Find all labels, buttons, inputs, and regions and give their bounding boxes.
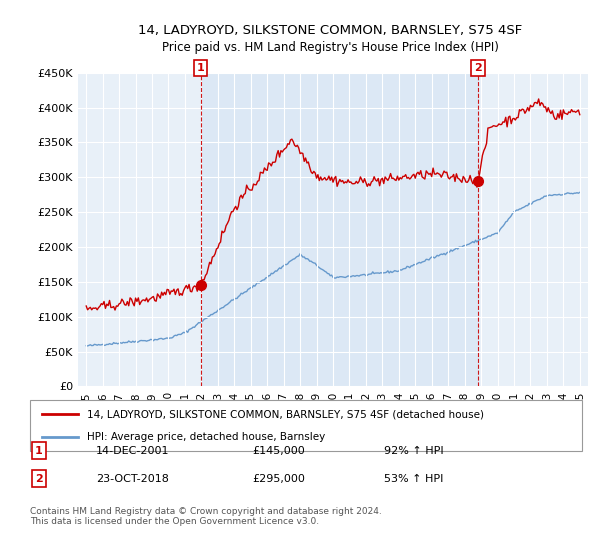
Text: Price paid vs. HM Land Registry's House Price Index (HPI): Price paid vs. HM Land Registry's House … [161, 41, 499, 54]
Text: 92% ↑ HPI: 92% ↑ HPI [384, 446, 443, 456]
Text: 14-DEC-2001: 14-DEC-2001 [96, 446, 170, 456]
Text: 2: 2 [35, 474, 43, 484]
Text: HPI: Average price, detached house, Barnsley: HPI: Average price, detached house, Barn… [87, 432, 325, 442]
Text: 53% ↑ HPI: 53% ↑ HPI [384, 474, 443, 484]
Text: 1: 1 [35, 446, 43, 456]
Text: 14, LADYROYD, SILKSTONE COMMON, BARNSLEY, S75 4SF (detached house): 14, LADYROYD, SILKSTONE COMMON, BARNSLEY… [87, 409, 484, 419]
Text: £295,000: £295,000 [252, 474, 305, 484]
Text: Contains HM Land Registry data © Crown copyright and database right 2024.
This d: Contains HM Land Registry data © Crown c… [30, 507, 382, 526]
Text: 14, LADYROYD, SILKSTONE COMMON, BARNSLEY, S75 4SF: 14, LADYROYD, SILKSTONE COMMON, BARNSLEY… [138, 24, 522, 38]
Bar [201, 73, 478, 386]
Text: 2: 2 [474, 63, 482, 73]
Text: 23-OCT-2018: 23-OCT-2018 [96, 474, 169, 484]
Text: 1: 1 [197, 63, 205, 73]
Text: £145,000: £145,000 [252, 446, 305, 456]
